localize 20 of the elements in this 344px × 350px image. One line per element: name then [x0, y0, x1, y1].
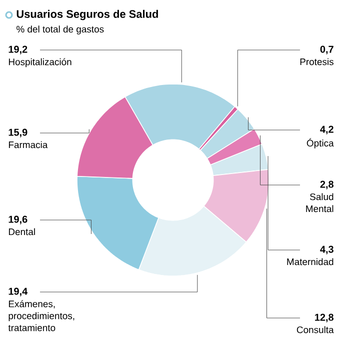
slice-label: Exámenes, procedimientos, tratamiento — [8, 300, 74, 332]
slice-label: Óptica — [306, 138, 334, 148]
slice-label: Maternidad — [287, 258, 334, 266]
slice-label: Consulta — [296, 326, 334, 334]
data-label: 19,4 — [8, 288, 28, 296]
slice-label: Farmacia — [8, 141, 48, 148]
slice-label: Hospitalización — [8, 58, 72, 68]
data-label: 4,3 — [320, 246, 334, 254]
chart-subtitle: % del total de gastos — [16, 26, 104, 34]
data-label: 2,8 — [320, 180, 334, 190]
data-label: 15,9 — [8, 128, 28, 138]
data-label: 19,6 — [8, 216, 28, 224]
data-label: 4,2 — [320, 126, 334, 134]
data-label: 19,2 — [8, 46, 28, 54]
chart-title: Usuarios Seguros de Salud — [16, 10, 158, 20]
slice-label: Protesis — [300, 58, 334, 66]
slice-label: Salud Mental — [306, 193, 334, 212]
slice-label: Dental — [8, 228, 35, 236]
data-label: 12,8 — [315, 314, 334, 322]
data-label: 0,7 — [320, 46, 334, 54]
